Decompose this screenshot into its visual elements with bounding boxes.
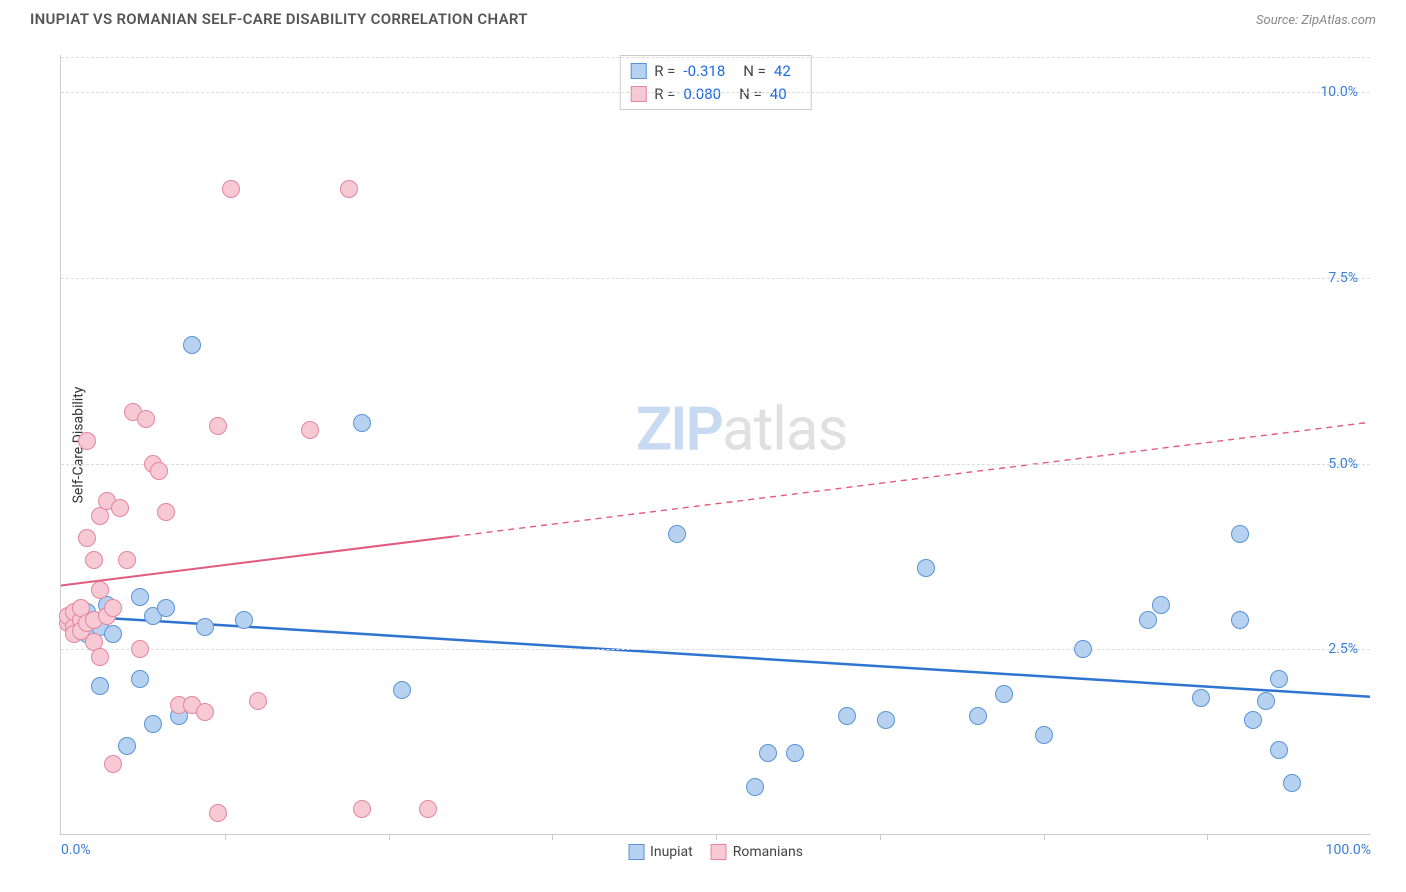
data-point	[104, 755, 122, 773]
y-tick-label: 2.5%	[1328, 641, 1358, 657]
data-point	[353, 800, 371, 818]
legend-label: Inupiat	[650, 844, 693, 860]
data-point	[249, 692, 267, 710]
data-point	[1231, 525, 1249, 543]
data-point	[209, 417, 227, 435]
x-tick-mark	[389, 834, 390, 840]
data-point	[1283, 774, 1301, 792]
data-point	[137, 410, 155, 428]
data-point	[353, 414, 371, 432]
data-point	[118, 551, 136, 569]
data-point	[91, 677, 109, 695]
data-point	[196, 703, 214, 721]
legend-swatch	[628, 844, 644, 860]
series-legend: Inupiat Romanians	[628, 844, 803, 860]
data-point	[118, 737, 136, 755]
x-tick-mark	[225, 834, 226, 840]
regression-lines	[61, 55, 1370, 834]
data-point	[1257, 692, 1275, 710]
x-tick-mark	[880, 834, 881, 840]
data-point	[995, 685, 1013, 703]
data-point	[969, 707, 987, 725]
regression-line-solid	[61, 615, 1370, 697]
data-point	[1152, 596, 1170, 614]
data-point	[196, 618, 214, 636]
regression-line-dashed	[454, 422, 1370, 536]
data-point	[1139, 611, 1157, 629]
x-tick-label: 100.0%	[1326, 842, 1371, 858]
data-point	[393, 681, 411, 699]
data-point	[78, 432, 96, 450]
data-point	[150, 462, 168, 480]
data-point	[235, 611, 253, 629]
data-point	[131, 588, 149, 606]
data-point	[222, 180, 240, 198]
gridline-h	[61, 464, 1370, 465]
data-point	[1244, 711, 1262, 729]
chart-title: INUPIAT VS ROMANIAN SELF-CARE DISABILITY…	[30, 10, 528, 28]
data-point	[209, 804, 227, 822]
chart-container: Self-Care Disability ZIPatlas R =-0.318N…	[30, 45, 1376, 845]
data-point	[111, 499, 129, 517]
data-point	[1035, 726, 1053, 744]
data-point	[131, 640, 149, 658]
x-tick-mark	[1207, 834, 1208, 840]
data-point	[157, 503, 175, 521]
data-point	[786, 744, 804, 762]
data-point	[104, 599, 122, 617]
x-tick-label: 0.0%	[61, 842, 91, 858]
gridline-h	[61, 649, 1370, 650]
x-tick-mark	[552, 834, 553, 840]
data-point	[838, 707, 856, 725]
data-point	[759, 744, 777, 762]
gridline-h	[61, 92, 1370, 93]
data-point	[340, 180, 358, 198]
data-point	[91, 648, 109, 666]
gridline-h	[61, 278, 1370, 279]
data-point	[85, 551, 103, 569]
legend-item: Inupiat	[628, 844, 693, 860]
data-point	[131, 670, 149, 688]
data-point	[301, 421, 319, 439]
legend-label: Romanians	[733, 844, 803, 860]
data-point	[1231, 611, 1249, 629]
data-point	[668, 525, 686, 543]
legend-swatch	[711, 844, 727, 860]
data-point	[91, 581, 109, 599]
data-point	[78, 529, 96, 547]
data-point	[1270, 741, 1288, 759]
data-point	[877, 711, 895, 729]
data-point	[104, 625, 122, 643]
data-point	[183, 336, 201, 354]
data-point	[419, 800, 437, 818]
data-point	[1192, 689, 1210, 707]
source-label: Source: ZipAtlas.com	[1256, 13, 1376, 28]
y-tick-label: 5.0%	[1328, 456, 1358, 472]
data-point	[157, 599, 175, 617]
x-tick-mark	[716, 834, 717, 840]
x-tick-mark	[1044, 834, 1045, 840]
data-point	[1074, 640, 1092, 658]
data-point	[917, 559, 935, 577]
data-point	[746, 778, 764, 796]
data-point	[144, 715, 162, 733]
data-point	[1270, 670, 1288, 688]
y-tick-label: 7.5%	[1328, 270, 1358, 286]
legend-item: Romanians	[711, 844, 803, 860]
plot-area: ZIPatlas R =-0.318N =42R =0.080N =40 Inu…	[60, 55, 1370, 835]
y-tick-label: 10.0%	[1320, 84, 1358, 100]
gridline-h	[61, 57, 1370, 58]
